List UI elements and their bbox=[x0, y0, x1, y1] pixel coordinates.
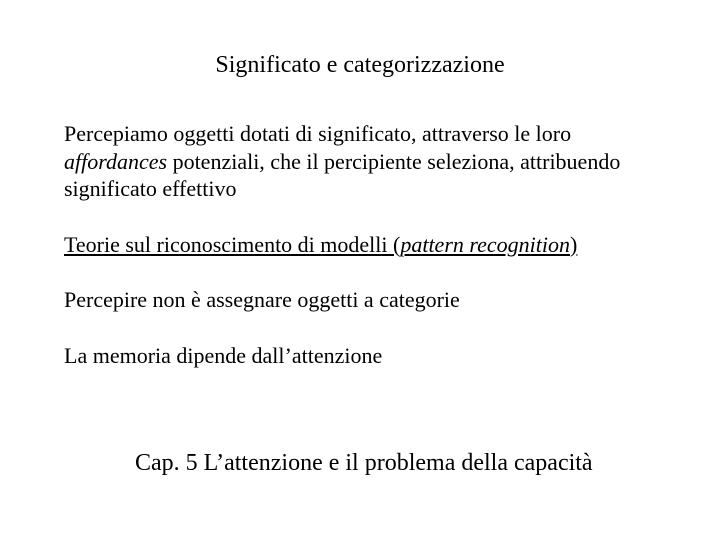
paragraph-pattern-recognition: Teorie sul riconoscimento di modelli (pa… bbox=[64, 231, 664, 259]
text-run: Percepiamo oggetti dotati di significato… bbox=[64, 121, 571, 146]
text-run-italic: affordances bbox=[64, 149, 167, 174]
text-run-underline: Teorie sul riconoscimento di modelli ( bbox=[64, 232, 400, 257]
chapter-heading: Cap. 5 L’attenzione e il problema della … bbox=[135, 450, 593, 477]
text-run-underline-italic: pattern recognition bbox=[400, 232, 570, 257]
paragraph-memoria: La memoria dipende dall’attenzione bbox=[64, 342, 664, 370]
slide: Significato e categorizzazione Percepiam… bbox=[0, 0, 720, 540]
text-run-underline: ) bbox=[570, 232, 577, 257]
slide-title: Significato e categorizzazione bbox=[0, 52, 720, 79]
slide-body: Percepiamo oggetti dotati di significato… bbox=[64, 120, 664, 397]
paragraph-percepire: Percepire non è assegnare oggetti a cate… bbox=[64, 286, 664, 314]
paragraph-affordances: Percepiamo oggetti dotati di significato… bbox=[64, 120, 664, 203]
